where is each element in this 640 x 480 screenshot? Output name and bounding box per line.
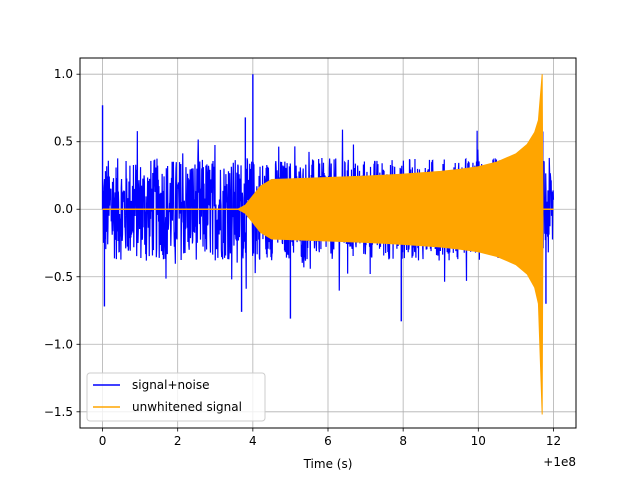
legend-box — [86, 372, 266, 422]
y-tick-label: −1.5 — [44, 405, 73, 419]
x-tick-label: 6 — [324, 434, 332, 448]
x-tick-label: 2 — [174, 434, 182, 448]
series-band-unwhitened-signal — [102, 74, 554, 415]
x-tick-label: 10 — [471, 434, 486, 448]
x-tick-label: 12 — [546, 434, 561, 448]
legend-label-unwhitened-signal: unwhitened signal — [132, 400, 242, 414]
plot-area — [101, 74, 555, 415]
y-tick-label: −0.5 — [44, 270, 73, 284]
legend-label-signal-noise: signal+noise — [132, 378, 209, 392]
y-tick-label: −1.0 — [44, 337, 73, 351]
y-tick-label: 0.0 — [54, 202, 73, 216]
x-axis-label: Time (s) — [303, 457, 353, 471]
x-tick-label: 8 — [399, 434, 407, 448]
y-tick-label: 1.0 — [54, 67, 73, 81]
x-axis-ticks: 0 2 4 6 8 10 12 — [99, 428, 561, 448]
x-tick-label: 4 — [249, 434, 257, 448]
x-axis-offset-label: +1e8 — [543, 455, 576, 469]
legend: signal+noise unwhitened signal — [86, 372, 266, 422]
y-tick-label: 0.5 — [54, 135, 73, 149]
x-tick-label: 0 — [99, 434, 107, 448]
y-axis-ticks: 1.0 0.5 0.0 −0.5 −1.0 −1.5 — [44, 67, 80, 419]
